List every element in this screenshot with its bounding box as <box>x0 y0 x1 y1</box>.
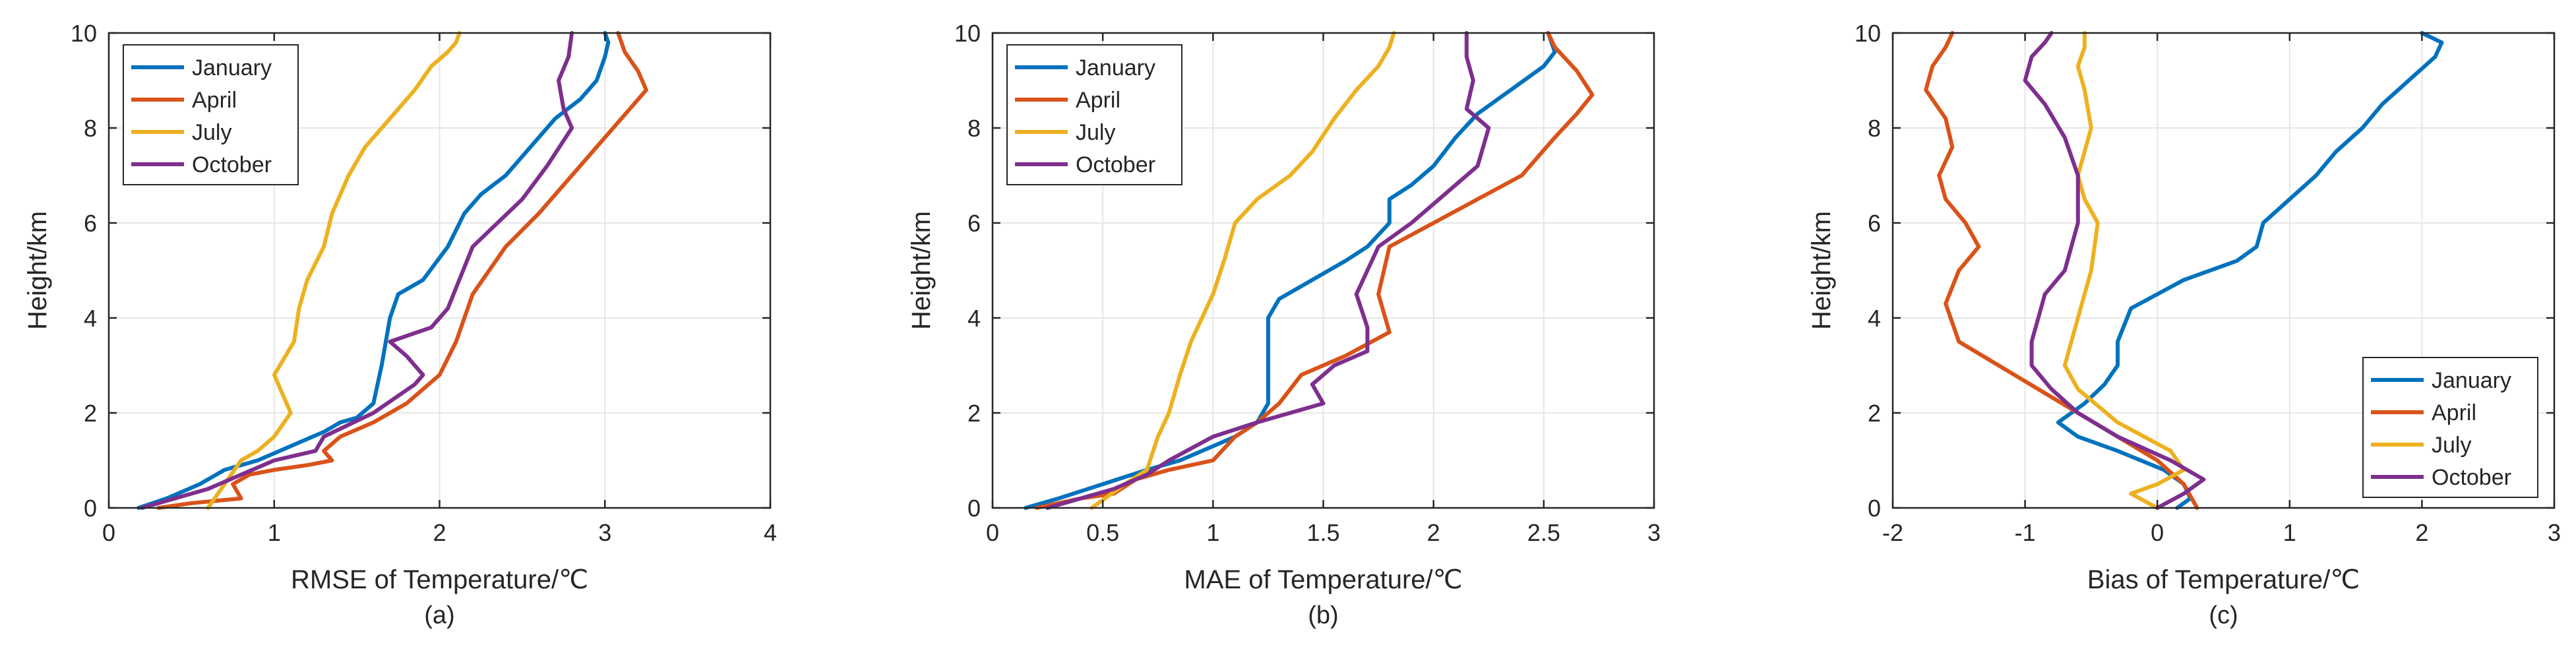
panel-caption: (c) <box>2209 602 2238 629</box>
x-tick-label: 2.5 <box>1527 519 1560 546</box>
x-axis-label: RMSE of Temperature/℃ <box>291 565 588 594</box>
x-axis-label: MAE of Temperature/℃ <box>1184 565 1462 594</box>
y-tick-label: 8 <box>1868 115 1881 142</box>
series-line-january <box>137 31 611 510</box>
legend-label: July <box>1076 120 1115 145</box>
y-axis-label: Height/km <box>907 211 936 330</box>
legend-label: January <box>192 55 272 80</box>
legend: January April July October <box>123 44 299 185</box>
y-tick-label: 0 <box>1868 495 1881 522</box>
x-tick-label: 0 <box>2151 519 2164 546</box>
y-tick-label: 2 <box>84 400 97 427</box>
y-tick-label: 4 <box>84 305 97 332</box>
legend-label: April <box>192 88 237 113</box>
x-tick-label: 1 <box>268 519 281 546</box>
legend: January April July October <box>1006 44 1182 185</box>
y-tick-label: 8 <box>84 115 97 142</box>
series-line-january <box>2056 31 2444 510</box>
chart-panel-2: 0 0.5 1 1.5 2 2.5 3 0 2 4 6 8 10 MAE of Temperature/℃… <box>907 20 1661 629</box>
x-tick-label: -1 <box>2015 519 2036 546</box>
x-tick-label: 2 <box>433 519 446 546</box>
x-tick-label: 0 <box>102 519 115 546</box>
legend-label: January <box>2432 368 2511 393</box>
legend: January April July October <box>2362 357 2538 498</box>
legend-label: January <box>1076 55 1155 80</box>
x-tick-label: 1 <box>2283 519 2296 546</box>
x-tick-label: 1 <box>1206 519 1219 546</box>
series-line-october <box>2023 31 2206 510</box>
x-tick-label: 3 <box>598 519 611 546</box>
y-tick-label: 6 <box>84 210 97 237</box>
y-tick-label: 6 <box>1868 210 1881 237</box>
y-tick-label: 4 <box>1868 305 1881 332</box>
legend-label: April <box>2432 400 2476 425</box>
panel-caption: (b) <box>1308 602 1338 629</box>
x-axis-label: Bias of Temperature/℃ <box>2087 565 2360 594</box>
legend-label: April <box>1076 88 1120 113</box>
y-tick-label: 4 <box>967 305 981 332</box>
plot-area-frame <box>1891 32 2556 509</box>
series-line-january <box>1024 31 1557 510</box>
series-line-july <box>1089 31 1396 510</box>
legend-label: October <box>1076 152 1155 177</box>
x-tick-label: 3 <box>1647 519 1661 546</box>
x-tick-label: 4 <box>764 519 777 546</box>
legend-label: October <box>192 152 272 177</box>
series-line-july <box>2062 31 2186 510</box>
series-line-october <box>140 31 574 510</box>
chart-panel-1: 0 1 2 3 4 0 2 4 6 8 10 RMSE of Temperature/℃ (a) Heig… <box>23 20 777 629</box>
legend-label: July <box>192 120 231 145</box>
chart-panel-3: -2 -1 0 1 2 3 0 2 4 6 8 10 Bias of Temperature/℃ (c) H… <box>1807 20 2561 629</box>
y-axis-label: Height/km <box>1807 211 1836 330</box>
y-tick-label: 10 <box>71 20 97 47</box>
y-tick-label: 10 <box>954 20 981 47</box>
y-tick-label: 6 <box>967 210 981 237</box>
legend-label: July <box>2432 433 2471 458</box>
x-tick-label: 0.5 <box>1086 519 1119 546</box>
x-tick-label: 2 <box>2415 519 2428 546</box>
y-tick-label: 0 <box>84 495 97 522</box>
series-line-july <box>206 31 462 510</box>
legend-label: October <box>2432 465 2511 490</box>
x-tick-label: 3 <box>2548 519 2561 546</box>
series-line-april <box>1924 31 2199 510</box>
x-tick-label: 2 <box>1427 519 1440 546</box>
y-axis-label: Height/km <box>23 211 52 330</box>
y-tick-label: 0 <box>967 495 981 522</box>
x-tick-label: 1.5 <box>1306 519 1339 546</box>
y-tick-label: 8 <box>967 115 981 142</box>
series-line-october <box>1045 31 1491 510</box>
x-tick-label: -2 <box>1882 519 1903 546</box>
series-line-april <box>156 31 648 510</box>
y-tick-label: 10 <box>1855 20 1881 47</box>
y-tick-label: 2 <box>967 400 981 427</box>
panel-caption: (a) <box>424 602 454 629</box>
y-tick-label: 2 <box>1868 400 1881 427</box>
series-line-april <box>1034 31 1595 510</box>
x-tick-label: 0 <box>986 519 999 546</box>
